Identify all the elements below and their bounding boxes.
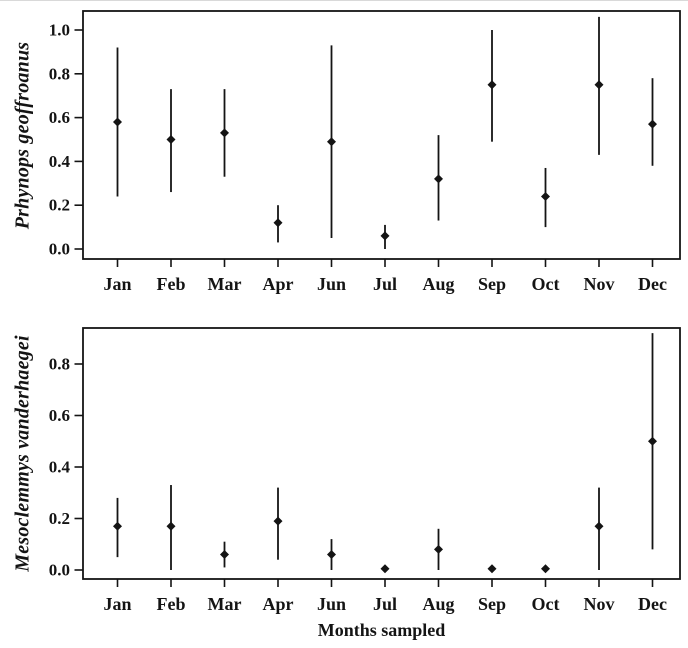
x-tick-label: Feb <box>157 594 186 614</box>
x-tick-label: Nov <box>584 274 615 294</box>
data-point-marker <box>648 436 657 446</box>
x-tick-label: Jan <box>103 274 131 294</box>
x-tick-label: Aug <box>422 594 454 614</box>
data-point-marker <box>648 119 657 129</box>
data-point-marker <box>594 521 604 531</box>
x-tick-label: Apr <box>263 594 294 614</box>
y-tick-label: 0.0 <box>49 561 70 580</box>
x-tick-label: Nov <box>584 594 615 614</box>
chart-panel: 0.0 0.2 0.4 0.6 0.8 Jan Feb Mar Apr Jun Jul Aug Sep O… <box>49 327 681 614</box>
data-point-marker <box>273 516 283 526</box>
species-name-bottom: Mesoclemmys vanderhaegei <box>11 335 34 572</box>
x-tick-label: Apr <box>263 274 294 294</box>
y-tick-label: 0.6 <box>49 406 70 425</box>
x-tick-label: Dec <box>638 274 667 294</box>
data-point-marker <box>434 544 443 554</box>
x-tick-label: Oct <box>532 594 560 614</box>
data-point-marker <box>327 137 336 147</box>
species-name-top: Prhynops geoffroanus <box>11 41 34 229</box>
y-tick-label: 0.0 <box>49 240 70 259</box>
y-tick-label: 0.6 <box>49 108 70 127</box>
x-tick-label: Jun <box>317 594 346 614</box>
x-tick-label: Jan <box>103 594 131 614</box>
data-point-marker <box>327 550 336 560</box>
y-tick-label: 0.8 <box>49 64 70 83</box>
y-tick-label: 0.4 <box>49 458 71 477</box>
data-point-marker <box>487 80 497 90</box>
x-tick-label: Sep <box>478 594 506 614</box>
y-axis-title-top-panel: Prhynops geoffroanus <box>0 11 46 259</box>
x-tick-label: Dec <box>638 594 667 614</box>
x-tick-label: Mar <box>208 594 242 614</box>
x-axis-title: Months sampled <box>317 620 446 640</box>
y-tick-label: 0.2 <box>49 509 70 528</box>
data-point-marker <box>220 128 229 138</box>
x-tick-label: Oct <box>532 274 560 294</box>
data-point-marker <box>273 218 283 228</box>
y-axis-title-bottom-panel: Mesoclemmys vanderhaegei <box>0 328 46 579</box>
data-point-marker <box>434 174 443 184</box>
x-tick-label: Feb <box>157 274 186 294</box>
x-tick-label: Aug <box>422 274 454 294</box>
chart-panel: 0.0 0.2 0.4 0.6 0.8 1.0 Jan Feb Mar Apr Jun Jul Aug S… <box>49 10 681 294</box>
data-point-marker <box>220 550 229 560</box>
x-tick-label: Jul <box>373 274 397 294</box>
y-tick-label: 0.8 <box>49 355 70 374</box>
x-tick-label: Sep <box>478 274 506 294</box>
data-point-marker <box>166 521 176 531</box>
data-point-marker <box>113 521 122 531</box>
y-tick-label: 0.2 <box>49 196 70 215</box>
x-tick-label: Jul <box>373 594 397 614</box>
data-point-marker <box>541 191 550 201</box>
y-tick-label: 1.0 <box>49 21 70 40</box>
data-point-marker <box>380 231 390 241</box>
x-tick-label: Jun <box>317 274 346 294</box>
plot-border <box>82 10 681 260</box>
data-point-marker <box>380 564 390 574</box>
data-point-marker <box>166 135 176 144</box>
data-point-marker <box>594 80 604 90</box>
data-point-marker <box>113 117 122 127</box>
plot-border <box>82 327 681 580</box>
data-point-marker <box>487 564 497 574</box>
y-tick-label: 0.4 <box>49 152 71 171</box>
data-point-marker <box>541 564 550 574</box>
x-tick-label: Mar <box>208 274 242 294</box>
